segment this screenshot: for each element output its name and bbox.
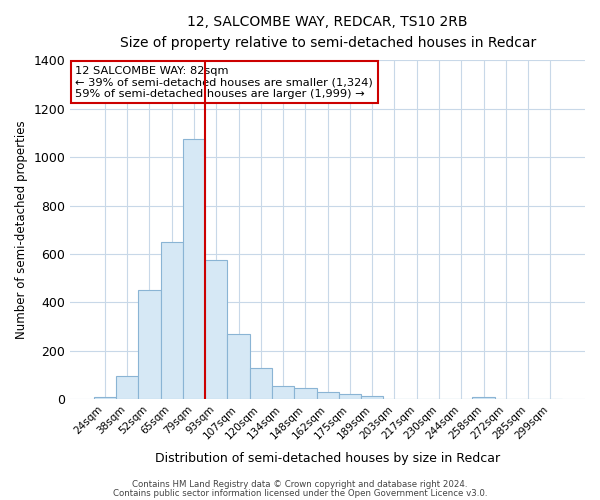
Text: 12 SALCOMBE WAY: 82sqm
← 39% of semi-detached houses are smaller (1,324)
59% of : 12 SALCOMBE WAY: 82sqm ← 39% of semi-det…: [76, 66, 373, 99]
X-axis label: Distribution of semi-detached houses by size in Redcar: Distribution of semi-detached houses by …: [155, 452, 500, 465]
Bar: [94, 397, 116, 399]
Bar: [116, 376, 138, 399]
Bar: [272, 386, 294, 399]
Bar: [294, 388, 317, 399]
Bar: [183, 139, 205, 399]
Bar: [205, 260, 227, 399]
Text: Contains HM Land Registry data © Crown copyright and database right 2024.: Contains HM Land Registry data © Crown c…: [132, 480, 468, 489]
Title: 12, SALCOMBE WAY, REDCAR, TS10 2RB
Size of property relative to semi-detached ho: 12, SALCOMBE WAY, REDCAR, TS10 2RB Size …: [119, 15, 536, 50]
Bar: [138, 290, 161, 399]
Bar: [361, 396, 383, 399]
Bar: [161, 242, 183, 399]
Y-axis label: Number of semi-detached properties: Number of semi-detached properties: [15, 120, 28, 339]
Bar: [250, 368, 272, 399]
Bar: [317, 392, 339, 399]
Bar: [472, 397, 495, 399]
Bar: [339, 394, 361, 399]
Text: Contains public sector information licensed under the Open Government Licence v3: Contains public sector information licen…: [113, 488, 487, 498]
Bar: [227, 334, 250, 399]
